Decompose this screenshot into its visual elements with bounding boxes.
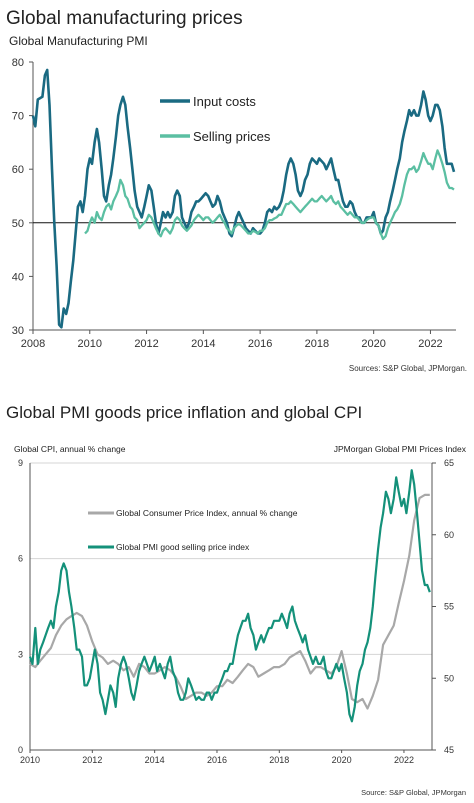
chart2-ylabel-left: Global CPI, annual % change <box>14 444 126 454</box>
chart1-x-tick-2016: 2016 <box>248 338 272 350</box>
chart1-x-tick-2012: 2012 <box>134 338 158 350</box>
chart2-x-axis: 2010 2012 2014 2016 2018 2020 2022 <box>20 750 414 765</box>
chart2-y-right-tick-45: 45 <box>444 745 454 755</box>
chart2-title: Global PMI goods price inflation and glo… <box>6 403 362 422</box>
chart2-legend: Global Consumer Price Index, annual % ch… <box>88 508 298 552</box>
chart1-y-tick-70: 70 <box>12 111 24 123</box>
chart1-legend: Input costs Selling prices <box>160 94 271 144</box>
chart2-y-right-tick-55: 55 <box>444 602 454 612</box>
series-line-global-consumer-price-index-annual-change <box>29 493 430 710</box>
chart1-x-tick-2020: 2020 <box>361 338 385 350</box>
chart2-x-tick-2018: 2018 <box>269 755 289 765</box>
chart1-source: Sources: S&P Global, JPMorgan. <box>349 364 467 373</box>
chart1-y-tick-60: 60 <box>12 164 24 176</box>
chart1-title: Global manufacturing prices <box>6 8 243 29</box>
chart1-y-tick-40: 40 <box>12 271 24 283</box>
chart2-x-tick-2020: 2020 <box>332 755 352 765</box>
legend-label-pmi-selling-price: Global PMI good selling price index <box>116 542 250 552</box>
chart2-y-right-tick-60: 60 <box>444 530 454 540</box>
chart2-y-left-tick-6: 6 <box>18 554 23 564</box>
legend-label-selling-prices: Selling prices <box>193 129 271 144</box>
chart2-y-left-tick-0: 0 <box>18 745 23 755</box>
legend-label-input-costs: Input costs <box>193 94 256 109</box>
series-line-global-pmi-good-selling-price-index <box>28 469 431 723</box>
chart1-x-axis: 2008 2010 2012 2014 2016 2018 2020 2022 <box>21 330 443 350</box>
chart1-x-tick-2018: 2018 <box>305 338 329 350</box>
chart2-x-tick-2010: 2010 <box>20 755 40 765</box>
chart1-y-axis: 30 40 50 60 70 80 <box>12 57 33 337</box>
chart2-x-tick-2012: 2012 <box>82 755 102 765</box>
chart1-series <box>31 68 456 329</box>
chart1-x-tick-2022: 2022 <box>418 338 442 350</box>
chart2-x-tick-2016: 2016 <box>207 755 227 765</box>
chart1-ylabel: Global Manufacturing PMI <box>9 34 148 48</box>
chart-pmi-inflation-and-cpi: Global PMI goods price inflation and glo… <box>6 403 467 797</box>
chart1-y-tick-80: 80 <box>12 57 24 69</box>
chart1-y-tick-30: 30 <box>12 325 24 337</box>
chart2-source: Source: S&P Global, JPMorgan <box>361 788 466 797</box>
series-line-input-costs <box>31 68 456 329</box>
chart1-x-tick-2010: 2010 <box>78 338 102 350</box>
chart2-y-right-tick-65: 65 <box>444 458 454 468</box>
chart2-y-axis-right: 45 50 55 60 65 <box>432 458 454 755</box>
chart2-y-right-tick-50: 50 <box>444 673 454 683</box>
chart2-x-tick-2014: 2014 <box>145 755 165 765</box>
chart-global-manufacturing-prices: Global manufacturing prices Global Manuf… <box>6 8 467 373</box>
series-line-selling-prices <box>84 149 455 241</box>
chart1-y-tick-50: 50 <box>12 218 24 230</box>
chart2-series <box>28 469 431 723</box>
legend-label-global-cpi: Global Consumer Price Index, annual % ch… <box>116 508 298 518</box>
chart2-y-left-tick-3: 3 <box>18 649 23 659</box>
chart1-x-tick-2008: 2008 <box>21 338 45 350</box>
chart2-ylabel-right: JPMorgan Global PMI Prices Index <box>334 444 467 454</box>
chart2-y-axis-left: 0 3 6 9 <box>18 458 23 755</box>
chart2-y-left-tick-9: 9 <box>18 458 23 468</box>
chart2-x-tick-2022: 2022 <box>394 755 414 765</box>
chart1-x-tick-2014: 2014 <box>191 338 215 350</box>
